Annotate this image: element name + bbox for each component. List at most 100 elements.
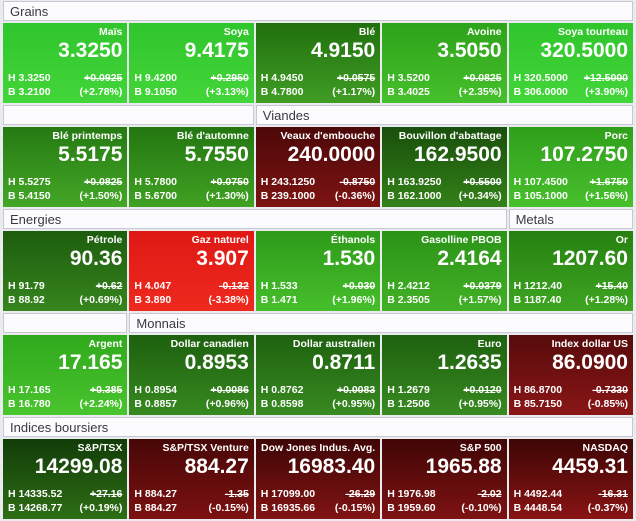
section-title: Metals (515, 211, 554, 227)
tile-name: Or (615, 234, 628, 246)
tile-change: -0.132 (219, 280, 249, 292)
tile-change-percent: (+2.24%) (79, 398, 123, 410)
tile-name: Pétrole (86, 234, 123, 246)
tile-change-percent: (-0.15%) (208, 502, 249, 514)
tile-gasolline-pbob[interactable]: Gasolline PBOB 2.4164 H 2.4212 +0.0379 B 2.3… (382, 231, 507, 311)
tile-low-line: B 1187.40 (+1.28%) (514, 293, 628, 307)
tile-high-value: H 17.165 (8, 384, 51, 396)
tile-argent[interactable]: Argent 17.165 H 17.165 +0.385 B 16.780 (+2.24… (3, 335, 128, 415)
tile-low-line: B 5.6700 (+1.30%) (134, 189, 248, 203)
tile-high-value: H 1.533 (260, 280, 298, 292)
section-header-strip: Viandes (3, 105, 633, 125)
tile-high-line: H 91.79 +0.62 (8, 279, 122, 293)
section-title: Indices boursiers (10, 419, 109, 435)
section-title: Grains (10, 3, 49, 19)
tile-euro[interactable]: Euro 1.2635 H 1.2679 +0.0120 B 1.2506 (+0.95%… (382, 335, 507, 415)
tile-price: 90.36 (69, 247, 123, 270)
tile-low-line: B 0.8857 (+0.96%) (134, 397, 248, 411)
tile-name: Index dollar US (551, 338, 628, 350)
section-header-energies: Energies (3, 209, 507, 229)
tile-low-line: B 0.8598 (+0.95%) (261, 397, 375, 411)
tile-petrole[interactable]: Pétrole 90.36 H 91.79 +0.62 B 88.92 (+0.69%) (3, 231, 128, 311)
tile-high-line: H 4.9450 +0.0575 (261, 71, 375, 85)
tile-high-value: H 243.1250 (260, 176, 316, 188)
tile-name: Dow Jones Indus. Avg. (261, 442, 376, 454)
tile-low-line: B 5.4150 (+1.50%) (8, 189, 122, 203)
tile-low-value: B 88.92 (8, 294, 45, 306)
tile-price: 17.165 (58, 351, 123, 374)
section-header-spacer (3, 313, 128, 333)
tile-gaz-naturel[interactable]: Gaz naturel 3.907 H 4.047 -0.132 B 3.890 (-3.… (129, 231, 254, 311)
tile-high-value: H 5.7800 (134, 176, 178, 188)
tile-high-value: H 5.5275 (8, 176, 51, 188)
tile-low-value: B 105.1000 (513, 190, 568, 202)
tile-low-value: B 9.1050 (134, 86, 178, 98)
tile-high-value: H 9.4200 (134, 72, 178, 84)
tile-ethanols[interactable]: Éthanols 1.530 H 1.533 +0.030 B 1.471 (+1.96%… (255, 231, 381, 311)
tile-high-line: H 1.2679 +0.0120 (387, 383, 501, 397)
tile-or[interactable]: Or 1207.60 H 1212.40 +15.40 B 1187.40 (+1.28%… (508, 231, 633, 311)
tile-high-value: H 0.8954 (134, 384, 178, 396)
tile-low-value: B 3.2100 (8, 86, 51, 98)
tile-ble-printemps[interactable]: Blé printemps 5.5175 H 5.5275 +0.0825 B 5.41… (3, 127, 128, 207)
tile-change: +0.5500 (463, 176, 502, 188)
tile-name: Maïs (99, 26, 123, 38)
tile-high-value: H 17099.00 (260, 488, 316, 500)
tile-avoine[interactable]: Avoine 3.5050 H 3.5200 +0.0825 B 3.4025 (+2.3… (382, 23, 507, 103)
tile-high-line: H 1.533 +0.030 (261, 279, 375, 293)
tile-low-value: B 162.1000 (387, 190, 442, 202)
tile-bouvillon-abattage[interactable]: Bouvillon d'abattage 162.9500 H 163.9250 +0… (382, 127, 507, 207)
tile-mais[interactable]: Maïs 3.3250 H 3.3250 +0.0925 B 3.2100 (+2.78%… (3, 23, 128, 103)
tile-nasdaq[interactable]: NASDAQ 4459.31 H 4492.44 -16.31 B 4448.54 (-0… (508, 439, 633, 519)
tile-name: Bouvillon d'abattage (398, 130, 502, 142)
tile-low-value: B 3.4025 (387, 86, 430, 98)
tile-low-value: B 4448.54 (513, 502, 563, 514)
section-title: Viandes (262, 107, 310, 123)
tile-price: 14299.08 (34, 455, 123, 478)
tile-veaux-embouche[interactable]: Veaux d'embouche 240.0000 H 243.1250 -0.875… (255, 127, 381, 207)
tile-price: 3.5050 (437, 39, 502, 62)
tile-dollar-australien[interactable]: Dollar australien 0.8711 H 0.8762 +0.0083 B … (255, 335, 381, 415)
tile-sp500[interactable]: S&P 500 1965.88 H 1976.98 -2.02 B 1959.60 (-0… (382, 439, 507, 519)
tile-change-percent: (-0.85%) (587, 398, 628, 410)
tile-low-line: B 306.0000 (+3.90%) (514, 85, 628, 99)
tile-low-value: B 5.6700 (134, 190, 178, 202)
tile-high-value: H 1212.40 (513, 280, 563, 292)
tile-price: 3.907 (196, 247, 249, 270)
tile-low-value: B 16.780 (8, 398, 51, 410)
tile-high-line: H 4.047 -0.132 (134, 279, 248, 293)
tile-sptsx-venture[interactable]: S&P/TSX Venture 884.27 H 884.27 -1.35 B 884.… (129, 439, 254, 519)
tile-ble[interactable]: Blé 4.9150 H 4.9450 +0.0575 B 4.7800 (+1.17%) (255, 23, 381, 103)
tile-change: -16.31 (598, 488, 628, 500)
tile-high-value: H 884.27 (134, 488, 178, 500)
tile-change-percent: (+0.69%) (79, 294, 123, 306)
board-row: Indices boursiers S&P/TSX 14299.08 H 14335.… (3, 417, 633, 519)
tile-change: +0.0379 (463, 280, 502, 292)
tile-soya[interactable]: Soya 9.4175 H 9.4200 +0.2950 B 9.1050 (+3.13%… (129, 23, 254, 103)
tile-price: 320.5000 (540, 39, 628, 62)
tile-change: +0.2950 (210, 72, 249, 84)
tile-change: -1.35 (224, 488, 249, 500)
tile-low-value: B 884.27 (134, 502, 178, 514)
tile-ble-automne[interactable]: Blé d'automne 5.7550 H 5.7800 +0.0750 B 5.67… (129, 127, 254, 207)
tile-index-dollar-us[interactable]: Index dollar US 86.0900 H 86.8700 -0.7330 B … (508, 335, 633, 415)
tile-dollar-canadien[interactable]: Dollar canadien 0.8953 H 0.8954 +0.0086 B 0.… (129, 335, 254, 415)
tile-dow-jones[interactable]: Dow Jones Indus. Avg. 16983.40 H 17099.00 -… (255, 439, 381, 519)
tile-soya-tourteau[interactable]: Soya tourteau 320.5000 H 320.5000 +12.5000 B… (508, 23, 633, 103)
tile-low-value: B 5.4150 (8, 190, 51, 202)
section-header-viandes: Viandes (255, 105, 633, 125)
tile-change: -2.02 (477, 488, 502, 500)
tile-change-percent: (+1.17%) (332, 86, 376, 98)
tile-price: 0.8953 (184, 351, 249, 374)
tile-change-percent: (-0.36%) (334, 190, 376, 202)
tile-change-percent: (-0.37%) (587, 502, 628, 514)
tile-change: +0.030 (342, 280, 376, 292)
section-header-monnais: Monnais (129, 313, 633, 333)
tile-change: +0.0120 (463, 384, 502, 396)
tile-high-value: H 2.4212 (387, 280, 430, 292)
tile-high-value: H 3.5200 (387, 72, 430, 84)
tile-sptsx[interactable]: S&P/TSX 14299.08 H 14335.52 +27.16 B 14268.7… (3, 439, 128, 519)
tile-change-percent: (+1.28%) (585, 294, 628, 306)
tile-change-percent: (+0.95%) (458, 398, 502, 410)
tile-porc[interactable]: Porc 107.2750 H 107.4500 +1.6750 B 105.1000 (… (508, 127, 633, 207)
